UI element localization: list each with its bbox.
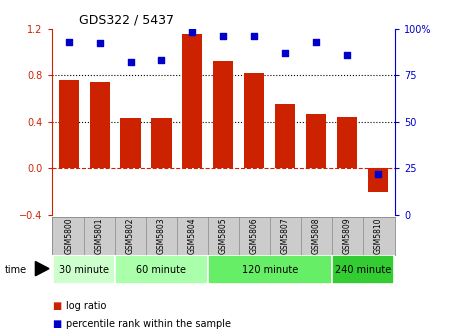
Text: 120 minute: 120 minute <box>242 265 298 275</box>
Text: 30 minute: 30 minute <box>59 265 109 275</box>
Bar <box>275 104 295 168</box>
Point <box>127 59 134 65</box>
Text: GSM5810: GSM5810 <box>374 218 383 254</box>
Text: GSM5802: GSM5802 <box>126 218 135 254</box>
Text: 240 minute: 240 minute <box>335 265 391 275</box>
Bar <box>151 118 172 168</box>
Bar <box>182 34 202 168</box>
Bar <box>115 255 208 284</box>
Text: GSM5803: GSM5803 <box>157 218 166 254</box>
Text: ■: ■ <box>52 301 61 311</box>
Text: GSM5800: GSM5800 <box>64 218 73 254</box>
Point <box>189 30 196 35</box>
Text: GSM5801: GSM5801 <box>95 218 104 254</box>
Bar <box>213 61 233 168</box>
Point <box>251 33 258 39</box>
Text: time: time <box>4 265 26 275</box>
Point <box>282 50 289 55</box>
Text: GDS322 / 5437: GDS322 / 5437 <box>79 13 174 26</box>
Bar <box>120 118 141 168</box>
Text: GSM5806: GSM5806 <box>250 218 259 254</box>
Text: GSM5805: GSM5805 <box>219 218 228 254</box>
Point <box>313 39 320 44</box>
Point <box>158 57 165 63</box>
Bar <box>368 168 388 192</box>
Point <box>220 33 227 39</box>
Text: GSM5808: GSM5808 <box>312 218 321 254</box>
Bar <box>59 80 79 168</box>
Text: GSM5804: GSM5804 <box>188 218 197 254</box>
Text: percentile rank within the sample: percentile rank within the sample <box>66 319 231 329</box>
Point <box>96 41 103 46</box>
Bar <box>53 255 115 284</box>
Text: GSM5807: GSM5807 <box>281 218 290 254</box>
Bar <box>332 255 394 284</box>
Polygon shape <box>35 261 49 276</box>
Text: ■: ■ <box>52 319 61 329</box>
Point <box>65 39 72 44</box>
Bar <box>89 82 110 168</box>
Bar <box>337 117 357 168</box>
Point <box>374 171 382 177</box>
Text: 60 minute: 60 minute <box>136 265 186 275</box>
Text: log ratio: log ratio <box>66 301 107 311</box>
Bar <box>208 255 332 284</box>
Point <box>343 52 351 57</box>
Text: GSM5809: GSM5809 <box>343 218 352 254</box>
Bar <box>244 73 264 168</box>
Bar <box>306 114 326 168</box>
